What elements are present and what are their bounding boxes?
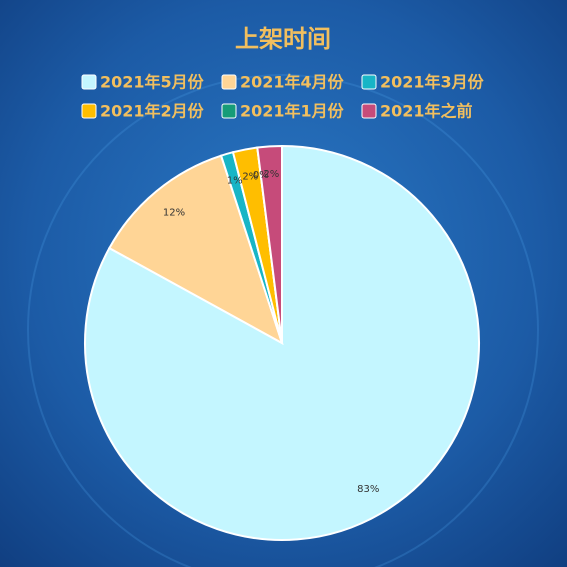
legend-label: 2021年4月份 xyxy=(240,73,345,92)
value-label: 2% xyxy=(263,169,279,180)
legend-swatch xyxy=(81,103,97,119)
value-label: 0% xyxy=(253,170,269,181)
legend-swatch xyxy=(221,103,237,119)
legend-swatch xyxy=(221,74,237,90)
value-label: 12% xyxy=(163,207,185,218)
pie xyxy=(84,144,480,541)
legend-swatch xyxy=(81,74,97,90)
legend: 2021年5月份 2021年4月份 2021年3月份 2021年2月份 2021年1月份… xyxy=(81,73,485,121)
legend-label: 2021年5月份 xyxy=(100,73,205,92)
pie-slice xyxy=(256,144,283,344)
value-label: 83% xyxy=(357,484,379,495)
legend-label: 2021年2月份 xyxy=(100,102,205,121)
value-label: 2% xyxy=(242,172,258,183)
legend-swatch xyxy=(361,74,377,90)
legend-swatch xyxy=(361,103,377,119)
value-label: 1% xyxy=(227,175,243,186)
legend-label: 2021年1月份 xyxy=(240,102,345,121)
legend-label: 2021年之前 xyxy=(380,102,473,121)
chart-title: 上架时间 xyxy=(235,25,331,53)
globe-decoration xyxy=(27,74,539,567)
pie-slice xyxy=(108,154,284,346)
legend-label: 2021年3月份 xyxy=(380,73,485,92)
value-labels: 83%12%1% 2%0%2% xyxy=(163,169,379,495)
